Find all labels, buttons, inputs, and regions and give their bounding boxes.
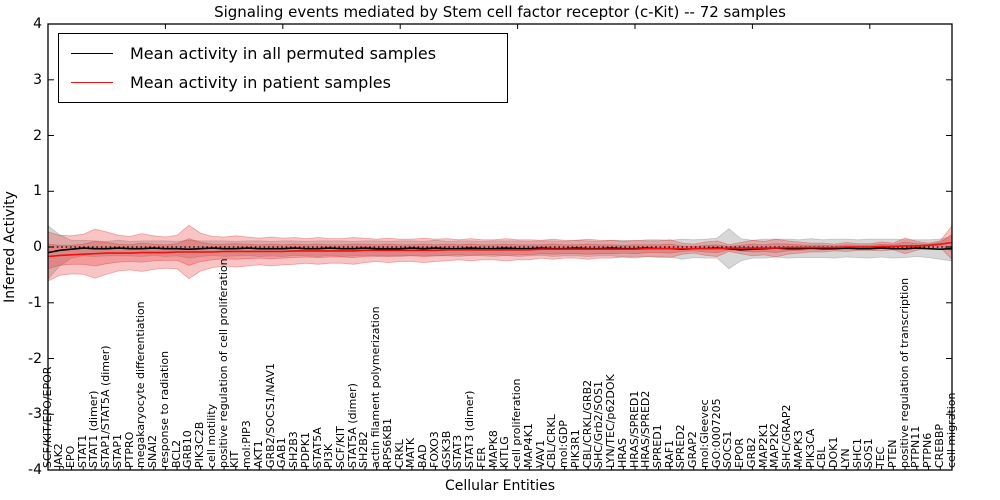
plot-frame (47, 23, 953, 471)
y-tick-label: 3 (33, 71, 42, 88)
x-tick-label: PDPK1 (298, 432, 312, 468)
chart-title: Signaling events mediated by Stem cell f… (214, 3, 786, 21)
x-tick-label: PIK3R1 (568, 429, 582, 468)
y-tick-label: -2 (28, 350, 42, 367)
y-tick-label: 0 (33, 239, 42, 255)
legend-item-permuted: Mean activity in all permuted samples (71, 39, 495, 68)
y-tick-label: -3 (28, 406, 42, 423)
legend-item-patient: Mean activity in patient samples (71, 68, 495, 97)
legend-label-patient: Mean activity in patient samples (130, 73, 391, 92)
x-tick-label: positive regulation of cell proliferatio… (216, 258, 230, 468)
patient-line-swatch (71, 82, 113, 83)
patient-mean-line (47, 241, 953, 258)
x-tick-label: AKT1 (251, 440, 265, 468)
y-tick-label: 2 (33, 127, 42, 144)
x-tick-label: cell migration (944, 392, 958, 468)
x-tick-label: CREBBP (932, 424, 946, 468)
y-tick-label: 1 (33, 183, 42, 200)
x-tick-label: HRAS (615, 438, 629, 468)
y-tick-label: -4 (28, 462, 42, 478)
legend-label-permuted: Mean activity in all permuted samples (130, 44, 437, 63)
legend: Mean activity in all permuted samples Me… (58, 33, 508, 103)
permuted-line-swatch (71, 53, 113, 54)
x-tick-label: PTEN (885, 439, 899, 468)
y-axis-title: Inferred Activity (2, 191, 18, 303)
y-tick-label: -1 (28, 294, 42, 311)
permuted-mean-line (47, 247, 953, 254)
y-tick-label: 4 (33, 16, 42, 32)
x-axis-title: Cellular Entities (444, 478, 556, 494)
